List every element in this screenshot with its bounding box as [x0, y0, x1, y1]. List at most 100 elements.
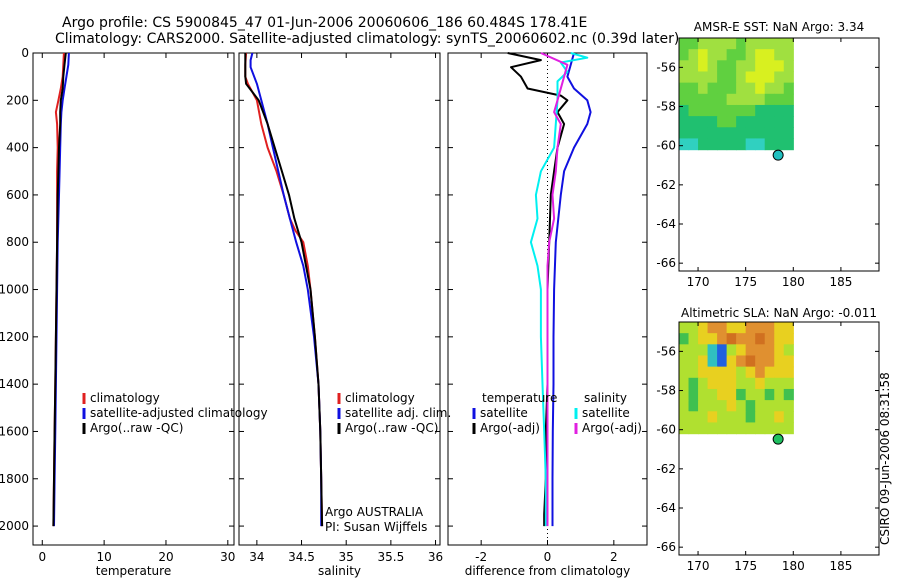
sla_map-cell: [764, 355, 775, 368]
sst_map-cell: [717, 71, 728, 84]
sla_map-cell: [688, 333, 699, 345]
sla_map-cell: [688, 388, 699, 401]
temperature-series-line-2: [52, 52, 67, 527]
sst_map-cell: [717, 49, 728, 61]
sst_map-cell: [736, 93, 747, 106]
sla_map-cell: [726, 400, 737, 412]
sst_map-cell: [783, 38, 794, 50]
sst_map-cell: [745, 60, 756, 73]
sst_map-cell: [736, 104, 747, 117]
sst_map-cell: [679, 49, 690, 61]
sst_map-cell: [707, 82, 718, 95]
sla_map-title: Altimetric SLA: NaN Argo: -0.011: [681, 306, 877, 320]
sst_map-cell: [755, 93, 766, 106]
sla_map-cell: [783, 422, 794, 435]
sla_map-cell: [717, 411, 728, 424]
sla_map-cell: [717, 333, 728, 345]
sla_map-cell: [783, 366, 794, 379]
sst_map-cell: [783, 71, 794, 84]
temperature-xtick-label: 30: [220, 550, 235, 564]
difference-xtick-label: 2: [610, 550, 618, 564]
sla_map-cell: [698, 400, 709, 412]
sst_map-cell: [707, 93, 718, 106]
sst_map-cell: [717, 127, 728, 140]
sst_map-cell: [707, 116, 718, 128]
temperature-ytick-label: 1000: [0, 283, 29, 297]
sla_map-xtick-label: 185: [829, 559, 852, 573]
sla_map-cell: [755, 322, 766, 334]
sla_map-cell: [698, 344, 709, 357]
difference-xlabel: difference from climatology: [465, 564, 631, 578]
sst_map-cell: [755, 138, 766, 151]
sst_map-cell: [774, 116, 785, 128]
sla_map-cell: [726, 355, 737, 368]
sla_map-cell: [717, 366, 728, 379]
temperature-ytick-label: 1400: [0, 377, 29, 391]
sst_map-cell: [755, 38, 766, 50]
sst_map-xtick-label: 170: [687, 275, 710, 289]
salinity-legend-item-label: Argo(..raw -QC): [345, 421, 438, 435]
sla_map-cell: [745, 333, 756, 345]
sst_map-cell: [774, 38, 785, 50]
sst_map-cell: [774, 138, 785, 151]
figure-title-line2: Climatology: CARS2000. Satellite-adjuste…: [55, 31, 679, 47]
sla_map-cell: [736, 333, 747, 345]
sst_map-cell: [698, 71, 709, 84]
temperature-frame: [32, 52, 235, 546]
sst_map-xtick-label: 185: [829, 275, 852, 289]
sla_map-cell: [745, 344, 756, 357]
sla_map-xtick-label: 170: [687, 559, 710, 573]
sla_map-cell: [745, 388, 756, 401]
sst_map-cell: [688, 93, 699, 106]
sla_map-cell: [783, 388, 794, 401]
sla_map-cell: [717, 344, 728, 357]
temperature-ytick-label: 1600: [0, 424, 29, 438]
sst_map-cell: [755, 104, 766, 117]
sst_map-cell: [783, 82, 794, 95]
sla_map-cell: [774, 411, 785, 424]
sla_map-cell: [783, 322, 794, 334]
sla_map-cell: [688, 411, 699, 424]
sst_map-cell: [783, 127, 794, 140]
temperature-ytick-label: 800: [6, 235, 29, 249]
difference-legend-heading: salinity: [584, 391, 627, 405]
sst_map-title: AMSR-E SST: NaN Argo: 3.34: [694, 20, 864, 34]
sla_map-cell: [707, 377, 718, 390]
difference-series-line-2: [529, 52, 589, 527]
sst_map-ytick-label: -60: [656, 139, 676, 153]
sla_map-cell: [707, 366, 718, 379]
sla_map-cell: [745, 377, 756, 390]
sla_map-cell: [726, 344, 737, 357]
sla_map-cell: [726, 322, 737, 334]
sst_map-cell: [755, 116, 766, 128]
sst_map-cell: [764, 82, 775, 95]
sst_map-cell: [707, 127, 718, 140]
sst_map-cell: [726, 93, 737, 106]
sst_map-cell: [764, 138, 775, 151]
sst_map-cell: [736, 38, 747, 50]
sla_map-cell: [736, 322, 747, 334]
sst_map-cell: [707, 71, 718, 84]
sla_map-ytick-label: -66: [656, 540, 676, 554]
sst_map-cell: [707, 49, 718, 61]
sst_map-ytick-label: -62: [656, 178, 676, 192]
sst_map-cell: [688, 49, 699, 61]
sst_map-cell: [783, 116, 794, 128]
sla_map-cell: [698, 333, 709, 345]
sst_map-cell: [774, 71, 785, 84]
sst_map-xtick-label: 175: [734, 275, 757, 289]
sla_map-cell: [688, 355, 699, 368]
sla_map-cell: [736, 355, 747, 368]
sla_map-cell: [707, 322, 718, 334]
sla_map-cell: [774, 322, 785, 334]
sla_map-cell: [688, 366, 699, 379]
sst_map-cell: [745, 38, 756, 50]
temperature-ytick-label: 1800: [0, 472, 29, 486]
sla_map-cell: [679, 400, 690, 412]
sla_map-cell: [755, 422, 766, 435]
difference-legend-item-label: Argo(-adj): [582, 421, 642, 435]
sst_map-cell: [745, 71, 756, 84]
sla_map-cell: [726, 388, 737, 401]
sla_map-cell: [736, 344, 747, 357]
sst_map-cell: [783, 60, 794, 73]
